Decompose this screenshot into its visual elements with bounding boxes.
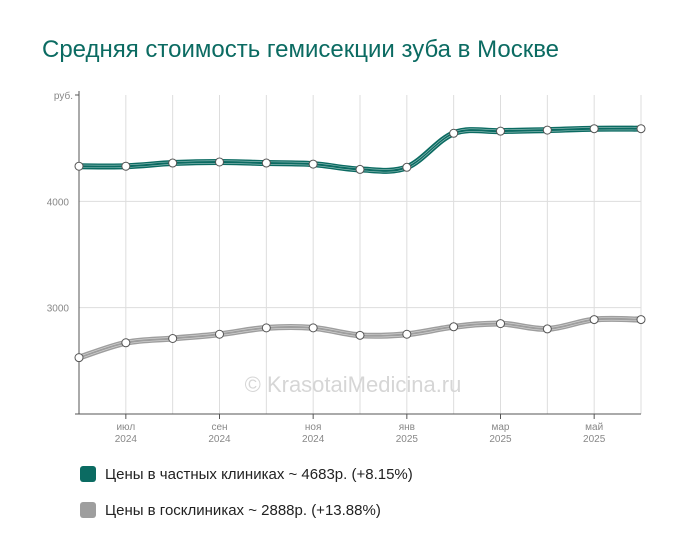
data-point[interactable]	[402, 162, 412, 172]
data-point[interactable]	[261, 158, 271, 168]
x-tick-year: 2025	[396, 434, 419, 445]
data-point[interactable]	[168, 158, 178, 168]
y-axis-unit: руб.	[54, 90, 73, 102]
data-point[interactable]	[355, 164, 365, 174]
data-point[interactable]	[355, 330, 365, 340]
chart-title: Средняя стоимость гемисекции зуба в Моск…	[42, 36, 560, 63]
x-tick-month: янв	[399, 422, 415, 433]
x-tick-year: 2025	[489, 434, 512, 445]
y-tick-label: 4000	[47, 197, 70, 208]
data-point[interactable]	[449, 128, 459, 138]
data-point[interactable]	[121, 161, 131, 171]
data-point[interactable]	[308, 323, 318, 333]
y-tick-label: 3000	[47, 304, 70, 315]
legend-item-public[interactable]: Цены в госклиниках ~ 2888р. (+13.88%)	[80, 501, 413, 519]
data-point[interactable]	[261, 323, 271, 333]
x-tick-month: ноя	[305, 422, 322, 433]
data-point[interactable]	[496, 126, 505, 136]
legend-swatch-public	[80, 502, 96, 518]
data-point[interactable]	[449, 322, 459, 332]
legend-label-public: Цены в госклиниках ~ 2888р. (+13.88%)	[105, 501, 381, 519]
x-tick-year: 2024	[302, 434, 325, 445]
data-point[interactable]	[74, 161, 84, 171]
data-point[interactable]	[215, 157, 224, 167]
data-point[interactable]	[308, 159, 318, 169]
data-point[interactable]	[636, 315, 646, 325]
legend-swatch-private	[80, 466, 96, 482]
watermark: © KrasotaiMedicina.ru	[245, 372, 462, 397]
legend-item-private[interactable]: Цены в частных клиниках ~ 4683р. (+8.15%…	[80, 465, 413, 483]
data-point[interactable]	[496, 319, 505, 329]
data-point[interactable]	[215, 329, 224, 339]
legend: Цены в частных клиниках ~ 4683р. (+8.15%…	[80, 465, 413, 537]
data-point[interactable]	[168, 334, 178, 344]
x-tick-month: мар	[492, 422, 510, 433]
data-point[interactable]	[542, 125, 552, 135]
x-tick-month: сен	[211, 422, 227, 433]
data-point[interactable]	[402, 329, 412, 339]
data-point[interactable]	[636, 124, 646, 134]
data-point[interactable]	[589, 124, 599, 134]
x-tick-year: 2024	[208, 434, 231, 445]
data-point[interactable]	[121, 338, 131, 348]
data-point[interactable]	[589, 315, 599, 325]
x-tick-year: 2024	[115, 434, 138, 445]
x-tick-month: май	[585, 422, 603, 433]
x-tick-year: 2025	[583, 434, 606, 445]
x-tick-month: июл	[116, 422, 135, 433]
legend-label-private: Цены в частных клиниках ~ 4683р. (+8.15%…	[105, 465, 413, 483]
data-point[interactable]	[542, 324, 552, 334]
data-point[interactable]	[74, 353, 84, 363]
